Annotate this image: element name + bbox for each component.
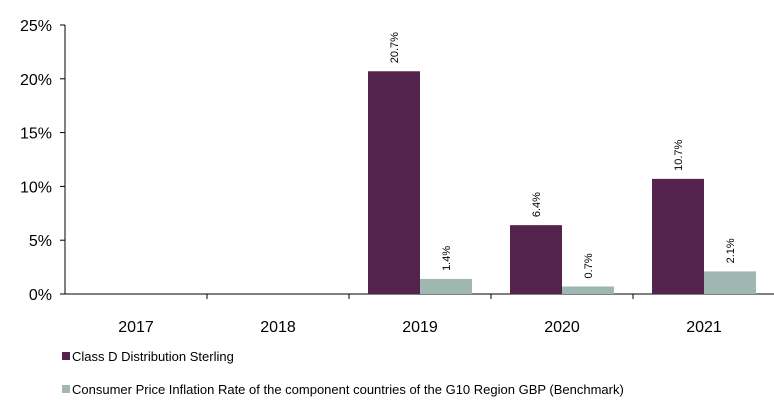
chart-legend: Class D Distribution Sterling Consumer P… — [62, 346, 624, 399]
chart-axes: 0% 5% 10% 15% 20% 25% 2017 2018 2019 2020 2021 — [20, 18, 774, 336]
chart-bars — [368, 71, 756, 294]
legend-item-series-2: Consumer Price Inflation Rate of the com… — [62, 379, 624, 399]
x-tick-label: 2018 — [260, 319, 296, 336]
legend-label-series-2: Consumer Price Inflation Rate of the com… — [72, 381, 624, 397]
bar-series-1 — [368, 71, 420, 294]
y-tick-label: 0% — [29, 287, 52, 304]
y-tick-label: 25% — [20, 18, 52, 35]
data-label-series-1: 10.7% — [673, 139, 685, 170]
data-label-series-1: 20.7% — [389, 32, 401, 63]
bar-series-2 — [420, 278, 472, 294]
y-tick-label: 15% — [20, 126, 52, 143]
x-tick-label: 2019 — [402, 319, 438, 336]
data-label-series-2: 0.7% — [583, 253, 595, 278]
y-tick-label: 20% — [20, 72, 52, 89]
bar-series-2 — [704, 271, 756, 294]
bar-series-1 — [652, 178, 704, 294]
data-label-series-1: 6.4% — [531, 192, 543, 217]
legend-label-series-1: Class D Distribution Sterling — [72, 348, 234, 364]
data-label-series-2: 2.1% — [725, 238, 737, 263]
y-tick-label: 10% — [20, 179, 52, 196]
x-tick-label: 2021 — [686, 319, 722, 336]
x-tick-label: 2017 — [118, 319, 154, 336]
bar-series-2 — [562, 286, 614, 294]
bar-series-1 — [510, 225, 562, 294]
data-label-series-2: 1.4% — [441, 246, 453, 271]
legend-swatch-series-1 — [62, 352, 70, 360]
x-tick-label: 2020 — [544, 319, 580, 336]
chart-data-labels: 20.7% 6.4% 10.7% 1.4% 0.7% 2.1% — [389, 32, 737, 279]
legend-item-series-1: Class D Distribution Sterling — [62, 346, 624, 366]
y-tick-label: 5% — [29, 233, 52, 250]
legend-swatch-series-2 — [62, 385, 70, 393]
